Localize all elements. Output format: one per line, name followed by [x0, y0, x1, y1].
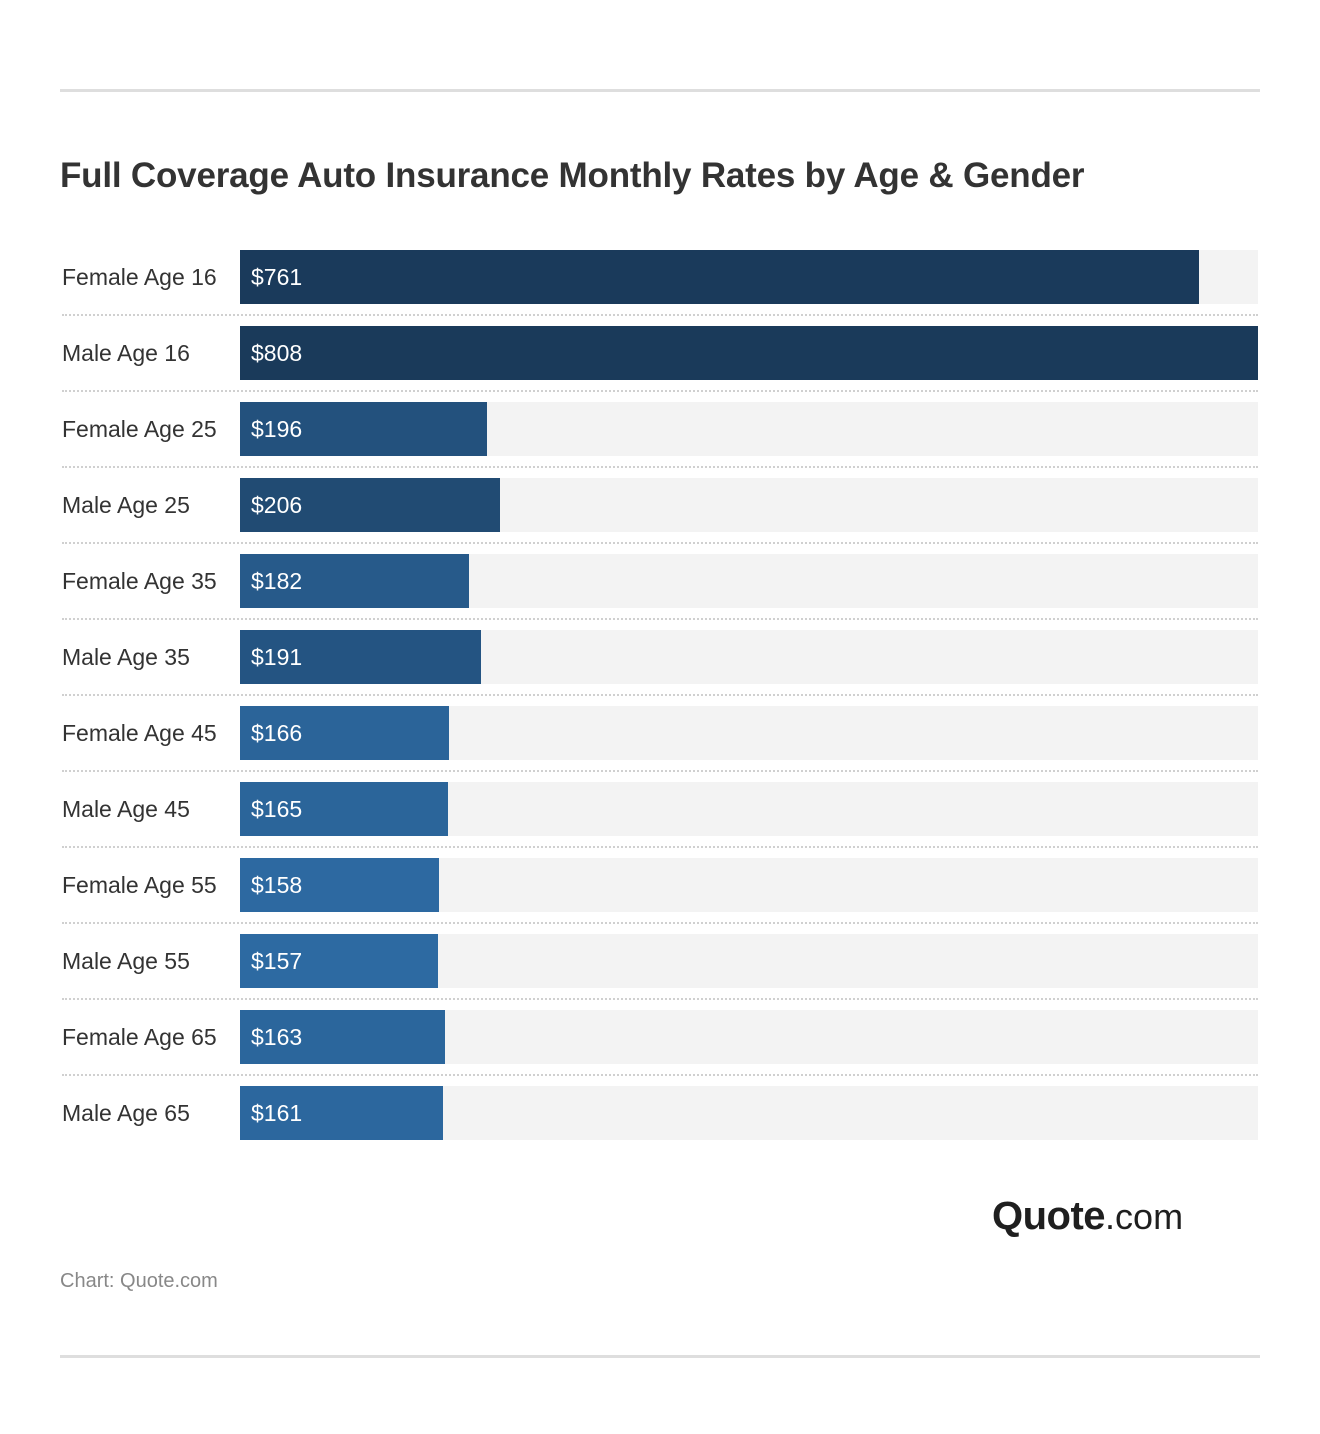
chart-row: Female Age 65 $163 [60, 1010, 1260, 1064]
bar-value-label: $166 [251, 720, 303, 746]
bar: $163 [240, 1010, 445, 1064]
bar-track: $161 [240, 1086, 1258, 1140]
row-separator [62, 1074, 1258, 1076]
bar: $166 [240, 706, 449, 760]
quote-logo: Quote.com [992, 1194, 1183, 1239]
chart-row: Male Age 45 $165 [60, 782, 1260, 836]
category-label: Female Age 45 [62, 720, 217, 746]
category-label: Male Age 45 [62, 796, 190, 822]
bar: $165 [240, 782, 448, 836]
bar-track: $182 [240, 554, 1258, 608]
bar-track: $165 [240, 782, 1258, 836]
bar-value-label: $196 [251, 416, 303, 442]
row-separator [62, 694, 1258, 696]
bar-track: $191 [240, 630, 1258, 684]
category-label: Male Age 35 [62, 644, 190, 670]
row-separator [62, 618, 1258, 620]
chart-source: Chart: Quote.com [60, 1270, 218, 1292]
category-label: Female Age 65 [62, 1024, 217, 1050]
category-label: Female Age 16 [62, 264, 217, 290]
category-label: Male Age 65 [62, 1100, 190, 1126]
chart-row: Female Age 55 $158 [60, 858, 1260, 912]
bar-track: $163 [240, 1010, 1258, 1064]
bar: $158 [240, 858, 439, 912]
bar-value-label: $157 [251, 948, 303, 974]
chart-row: Male Age 55 $157 [60, 934, 1260, 988]
bar-value-label: $163 [251, 1024, 303, 1050]
chart-row: Female Age 25 $196 [60, 402, 1260, 456]
bar-track: $808 [240, 326, 1258, 380]
bar-value-label: $808 [251, 340, 303, 366]
chart-row: Female Age 45 $166 [60, 706, 1260, 760]
row-separator [62, 998, 1258, 1000]
category-label: Female Age 25 [62, 416, 217, 442]
bar-track: $158 [240, 858, 1258, 912]
bar-track: $166 [240, 706, 1258, 760]
bar-value-label: $165 [251, 796, 303, 822]
bar-track: $761 [240, 250, 1258, 304]
bar-track: $206 [240, 478, 1258, 532]
chart-row: Male Age 25 $206 [60, 478, 1260, 532]
row-separator [62, 922, 1258, 924]
bar: $808 [240, 326, 1258, 380]
row-separator [62, 466, 1258, 468]
logo-tld-text: .com [1105, 1196, 1184, 1237]
chart-row: Female Age 35 $182 [60, 554, 1260, 608]
row-separator [62, 314, 1258, 316]
top-divider [60, 89, 1260, 92]
category-label: Female Age 55 [62, 872, 217, 898]
bar-track: $157 [240, 934, 1258, 988]
bar-value-label: $158 [251, 872, 303, 898]
bar-track: $196 [240, 402, 1258, 456]
bar: $157 [240, 934, 438, 988]
chart-title: Full Coverage Auto Insurance Monthly Rat… [60, 156, 1085, 195]
bar: $191 [240, 630, 481, 684]
bar: $206 [240, 478, 500, 532]
bottom-divider [60, 1355, 1260, 1358]
row-separator [62, 846, 1258, 848]
bar-value-label: $182 [251, 568, 303, 594]
row-separator [62, 770, 1258, 772]
row-separator [62, 390, 1258, 392]
bar-value-label: $761 [251, 264, 303, 290]
bar-chart: Female Age 16 $761 Male Age 16 $808 Female A… [60, 250, 1260, 1150]
bar: $161 [240, 1086, 443, 1140]
bar-value-label: $206 [251, 492, 303, 518]
chart-row: Male Age 16 $808 [60, 326, 1260, 380]
bar: $196 [240, 402, 487, 456]
category-label: Male Age 55 [62, 948, 190, 974]
bar-value-label: $161 [251, 1100, 303, 1126]
category-label: Male Age 25 [62, 492, 190, 518]
chart-row: Male Age 65 $161 [60, 1086, 1260, 1140]
bar: $761 [240, 250, 1199, 304]
bar-value-label: $191 [251, 644, 303, 670]
category-label: Female Age 35 [62, 568, 217, 594]
row-separator [62, 542, 1258, 544]
chart-row: Male Age 35 $191 [60, 630, 1260, 684]
chart-row: Female Age 16 $761 [60, 250, 1260, 304]
bar: $182 [240, 554, 469, 608]
logo-main-text: Quote [992, 1194, 1106, 1238]
category-label: Male Age 16 [62, 340, 190, 366]
